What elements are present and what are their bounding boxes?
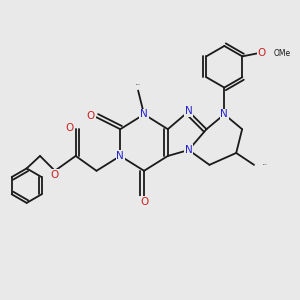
Text: methyl: methyl	[136, 83, 140, 85]
Text: methyl: methyl	[263, 164, 268, 165]
Text: N: N	[220, 109, 228, 119]
Text: O: O	[86, 111, 95, 121]
Text: O: O	[140, 197, 148, 207]
Text: N: N	[185, 145, 193, 155]
Text: N: N	[140, 109, 148, 119]
Text: O: O	[51, 170, 59, 180]
Text: N: N	[116, 151, 124, 161]
Text: O: O	[257, 48, 266, 59]
Text: O: O	[66, 123, 74, 133]
Text: OMe: OMe	[274, 49, 291, 58]
Text: N: N	[185, 106, 193, 116]
